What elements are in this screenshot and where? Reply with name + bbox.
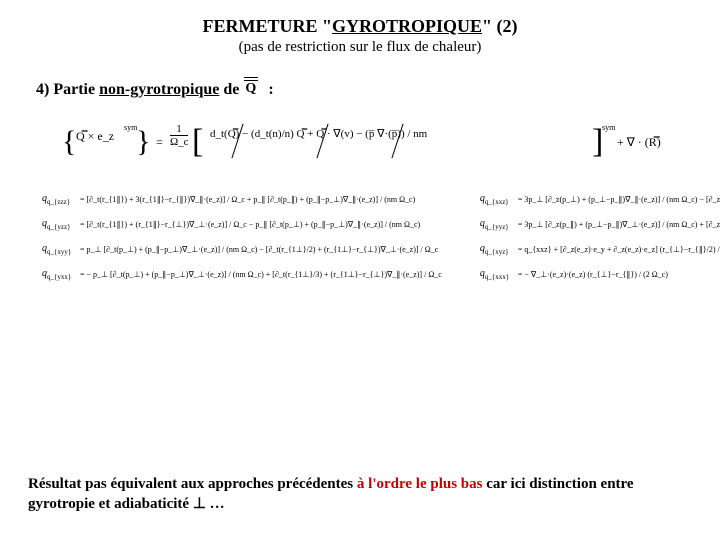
q-tensor-glyph: Q [244, 78, 258, 96]
equation-rhs: = − p_⊥ [∂_t(p_⊥) + (p_∥−p_⊥)∇_⊥·(e_z)] … [80, 270, 442, 279]
equation-lhs: qq_{xxz} [480, 193, 512, 206]
equation-lhs: qq_{xyz} [480, 243, 512, 256]
equation-lhs: qq_{xyy} [42, 243, 74, 256]
equation-rhs: = 3p_⊥ [∂_z(p_∥) + (p_⊥−p_∥)∇_⊥·(e_z)] /… [518, 220, 720, 229]
equation-rhs: = q_{xxz} + [∂_z(e_z)·e_y + ∂_z(e_z)·e_z… [518, 245, 720, 254]
main-equation: { Q̿ × e_z sym } = 1 Ω_c [ d_t(Q̿) − (d_… [62, 117, 692, 175]
footer-black-1: Résultat pas équivalent aux approches pr… [28, 476, 357, 492]
section-underlined: non-gyrotropique [99, 81, 219, 98]
equation-rhs: = p_⊥ [∂_t(p_⊥) + (p_∥−p_⊥)∇_⊥·(e_z)] / … [80, 245, 438, 254]
equation-lhs: qq_{yyz} [480, 218, 512, 231]
section-label-before: Partie [53, 81, 99, 98]
equation-lhs: qq_{zzz} [42, 193, 74, 206]
equation-row: qq_{xxx} = − ∇_⊥·(e_z)·(e_z) (r_{⊥}−r_{∥… [480, 268, 720, 281]
superscript-sym-right: sym [602, 123, 615, 132]
equation-subscript: q_{xxx} [485, 273, 509, 281]
section-label-after: de [219, 81, 243, 98]
footer-text: Résultat pas équivalent aux approches pr… [28, 474, 692, 515]
left-bracket-icon: [ [192, 123, 203, 161]
equals-sign: = [156, 135, 163, 150]
equation-subscript: q_{zzz} [47, 198, 70, 206]
equation-lhs: qq_{xxx} [480, 268, 512, 281]
page-title: FERMETURE "GYROTROPIQUE" (2) [28, 16, 692, 37]
equation-row: qq_{zzz} = [∂_t(r_{1∥}) + 3(r_{1∥}−r_{∥}… [42, 193, 442, 206]
page-subtitle: (pas de restriction sur le flux de chale… [28, 39, 692, 56]
equation-subscript: q_{xxz} [485, 198, 509, 206]
section-number: 4) [36, 81, 49, 98]
equation-rhs: = − ∇_⊥·(e_z)·(e_z) (r_{⊥}−r_{∥}) / (2 Ω… [518, 270, 668, 279]
equation-lhs: qq_{yxx} [42, 268, 74, 281]
main-eq-tail: + ∇ · (R̿) [617, 135, 661, 150]
equation-row: qq_{yyz} = 3p_⊥ [∂_z(p_∥) + (p_⊥−p_∥)∇_⊥… [480, 218, 720, 231]
left-brace-icon: { [62, 125, 76, 159]
equation-rhs: = 3p_⊥ [∂_z(p_⊥) + (p_⊥−p_∥)∇_∥·(e_z)] /… [518, 195, 720, 204]
equation-lhs: qq_{yzz} [42, 218, 74, 231]
title-suffix: " (2) [482, 16, 517, 36]
equation-rhs: = [∂_t(r_{1∥}) + 3(r_{1∥}−r_{∥})∇_∥·(e_z… [80, 195, 415, 204]
outer-fraction: 1 Ω_c [170, 123, 188, 148]
equation-subscript: q_{xyy} [47, 248, 71, 256]
equation-rhs: = [∂_t(r_{1∥}) + (r_{1∥}−r_{⊥})∇_⊥·(e_z)… [80, 220, 420, 229]
equation-column-right: qq_{xxz} = 3p_⊥ [∂_z(p_⊥) + (p_⊥−p_∥)∇_∥… [480, 193, 720, 281]
title-prefix: FERMETURE " [203, 16, 333, 36]
right-brace-mid-icon: } [136, 125, 150, 159]
outer-frac-num: 1 [170, 123, 188, 135]
footer-red-1: à l'ordre le plus bas [357, 476, 483, 492]
equation-subscript: q_{yzz} [47, 223, 70, 231]
section-colon: : [268, 81, 273, 98]
section-heading: 4) Partie non-gyrotropique de Q : [36, 78, 692, 99]
main-eq-inner-left: Q̿ × e_z [76, 129, 114, 144]
equation-subscript: q_{yxx} [47, 273, 71, 281]
equation-row: qq_{xxz} = 3p_⊥ [∂_z(p_⊥) + (p_⊥−p_∥)∇_∥… [480, 193, 720, 206]
equation-row: qq_{xyy} = p_⊥ [∂_t(p_⊥) + (p_∥−p_⊥)∇_⊥·… [42, 243, 442, 256]
outer-frac-den: Ω_c [170, 135, 188, 148]
equation-row: qq_{yxx} = − p_⊥ [∂_t(p_⊥) + (p_∥−p_⊥)∇_… [42, 268, 442, 281]
equation-grid: qq_{zzz} = [∂_t(r_{1∥}) + 3(r_{1∥}−r_{∥}… [42, 193, 692, 281]
equation-column-left: qq_{zzz} = [∂_t(r_{1∥}) + 3(r_{1∥}−r_{∥}… [42, 193, 442, 281]
equation-subscript: q_{yyz} [485, 223, 509, 231]
equation-row: qq_{xyz} = q_{xxz} + [∂_z(e_z)·e_y + ∂_z… [480, 243, 720, 256]
title-underlined: GYROTROPIQUE [332, 16, 482, 36]
equation-row: qq_{yzz} = [∂_t(r_{1∥}) + (r_{1∥}−r_{⊥})… [42, 218, 442, 231]
equation-subscript: q_{xyz} [485, 248, 509, 256]
slide-page: FERMETURE "GYROTROPIQUE" (2) (pas de res… [0, 0, 720, 540]
